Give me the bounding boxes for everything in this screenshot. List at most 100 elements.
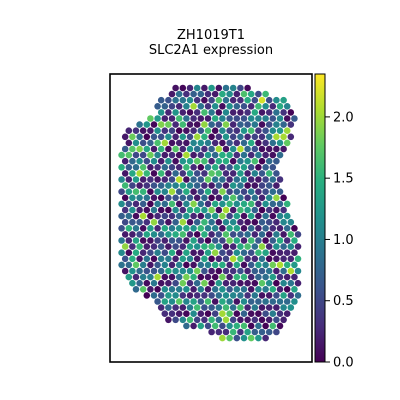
expression-spot bbox=[233, 237, 241, 244]
expression-spot bbox=[262, 139, 269, 147]
expression-spot bbox=[258, 218, 266, 226]
expression-spot bbox=[183, 273, 190, 281]
expression-spot bbox=[240, 298, 248, 305]
expression-spot bbox=[168, 188, 176, 195]
expression-spot bbox=[150, 231, 158, 238]
expression-spot bbox=[139, 286, 147, 293]
expression-spot bbox=[197, 322, 205, 330]
expression-spot bbox=[179, 279, 187, 287]
expression-spot bbox=[150, 145, 158, 153]
expression-spot bbox=[276, 298, 284, 305]
expression-spot bbox=[154, 200, 161, 208]
expression-spot bbox=[193, 316, 201, 324]
expression-spot bbox=[273, 279, 280, 287]
expression-spot bbox=[262, 176, 269, 183]
expression-spot bbox=[125, 200, 133, 208]
expression-spot bbox=[287, 267, 295, 275]
expression-spot bbox=[125, 237, 133, 244]
expression-spot bbox=[251, 231, 259, 238]
expression-spot bbox=[255, 200, 262, 208]
expression-spot bbox=[172, 316, 179, 324]
expression-spot bbox=[219, 322, 226, 330]
expression-spot bbox=[244, 182, 251, 189]
expression-spot bbox=[208, 133, 215, 141]
expression-spot bbox=[150, 157, 158, 165]
expression-spot bbox=[258, 292, 266, 299]
expression-spot bbox=[251, 304, 259, 311]
expression-spot bbox=[186, 231, 194, 238]
expression-spot bbox=[193, 231, 201, 238]
expression-spot bbox=[179, 170, 187, 177]
expression-spot bbox=[165, 121, 172, 128]
expression-spot bbox=[291, 225, 298, 232]
expression-spot bbox=[204, 237, 212, 244]
expression-spot bbox=[273, 206, 280, 214]
expression-spot bbox=[215, 218, 223, 226]
expression-spot bbox=[219, 310, 226, 318]
expression-spot bbox=[168, 164, 176, 171]
expression-spot bbox=[269, 151, 277, 159]
expression-spot bbox=[157, 279, 165, 287]
expression-spot bbox=[233, 139, 241, 147]
expression-spot bbox=[294, 243, 302, 250]
expression-spot bbox=[132, 212, 140, 220]
expression-spot bbox=[175, 249, 183, 256]
expression-spot bbox=[150, 218, 158, 226]
expression-spot bbox=[118, 176, 125, 183]
expression-spot bbox=[165, 231, 172, 238]
expression-spot bbox=[208, 194, 215, 202]
expression-spot bbox=[161, 115, 169, 122]
expression-spot bbox=[276, 273, 284, 281]
expression-spot bbox=[183, 237, 190, 244]
expression-spot bbox=[244, 194, 251, 202]
expression-spot bbox=[211, 164, 219, 171]
expression-spot bbox=[161, 200, 169, 208]
expression-spot bbox=[273, 243, 280, 250]
expression-spot bbox=[269, 188, 277, 195]
expression-spot bbox=[129, 267, 136, 275]
expression-spot bbox=[147, 176, 154, 183]
expression-spot bbox=[255, 103, 262, 110]
expression-spot bbox=[219, 127, 226, 134]
expression-spot bbox=[204, 151, 212, 159]
expression-spot bbox=[211, 261, 219, 269]
expression-spot bbox=[193, 96, 201, 104]
expression-spot bbox=[280, 316, 287, 324]
expression-spot bbox=[147, 188, 154, 195]
expression-spot bbox=[147, 139, 154, 147]
expression-spot bbox=[172, 292, 179, 299]
expression-spot bbox=[233, 164, 241, 171]
expression-spot bbox=[168, 90, 176, 98]
expression-spot bbox=[132, 286, 140, 293]
expression-spot bbox=[211, 249, 219, 256]
expression-spot bbox=[244, 133, 251, 141]
expression-spot bbox=[280, 96, 287, 104]
expression-spot bbox=[237, 121, 244, 128]
expression-spot bbox=[262, 261, 269, 269]
expression-spot bbox=[175, 164, 183, 171]
expression-spot bbox=[161, 225, 169, 232]
expression-spot bbox=[247, 261, 255, 269]
expression-spot bbox=[269, 237, 277, 244]
expression-spot bbox=[262, 273, 269, 281]
expression-spot bbox=[280, 304, 287, 311]
expression-spot bbox=[118, 225, 125, 232]
expression-spot bbox=[247, 139, 255, 147]
expression-spot bbox=[240, 200, 248, 208]
expression-spot bbox=[251, 328, 259, 336]
expression-spot bbox=[222, 170, 230, 177]
expression-spot bbox=[280, 243, 287, 250]
expression-spot bbox=[165, 109, 172, 116]
expression-spot bbox=[139, 176, 147, 183]
expression-spot bbox=[287, 218, 295, 226]
expression-spot bbox=[262, 103, 269, 110]
expression-spot bbox=[211, 151, 219, 159]
expression-spot bbox=[165, 145, 172, 153]
expression-spot bbox=[121, 170, 129, 177]
expression-spot bbox=[154, 139, 161, 147]
expression-spot bbox=[157, 182, 165, 189]
expression-spot bbox=[283, 212, 291, 220]
expression-spot bbox=[244, 279, 251, 287]
expression-spot bbox=[265, 304, 273, 311]
expression-spot bbox=[125, 127, 133, 134]
